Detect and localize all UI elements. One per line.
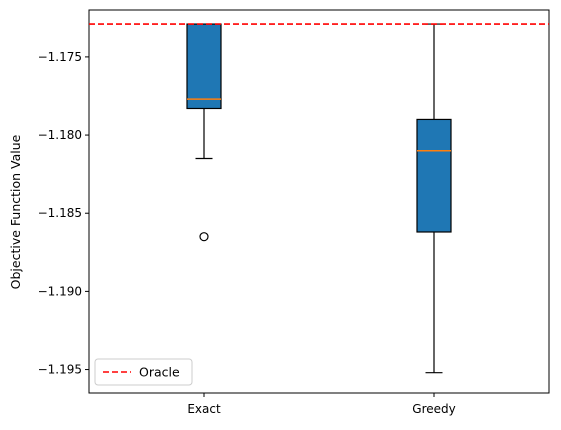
box-exact: [186, 23, 222, 110]
x-tick-label: Exact: [187, 402, 221, 416]
x-axis: Exact Greedy: [187, 393, 456, 416]
y-tick-label: −1.195: [38, 363, 82, 377]
legend: Oracle: [94, 358, 193, 386]
legend-oracle-label: Oracle: [139, 365, 180, 380]
legend-box: [94, 358, 193, 386]
outlier-point: [199, 232, 209, 242]
x-tick-label: Greedy: [412, 402, 455, 416]
y-tick-label: −1.180: [38, 128, 82, 142]
y-tick-label: −1.185: [38, 206, 82, 220]
axes-frame: [88, 9, 550, 394]
y-tick-label: −1.190: [38, 284, 82, 298]
boxes: [186, 23, 452, 374]
y-axis: −1.175 −1.180 −1.185 −1.190 −1.195: [38, 50, 89, 377]
y-tick-label: −1.175: [38, 50, 82, 64]
y-axis-label: Objective Function Value: [8, 134, 23, 289]
plot-frame: [88, 9, 550, 394]
box-greedy: [416, 118, 452, 233]
